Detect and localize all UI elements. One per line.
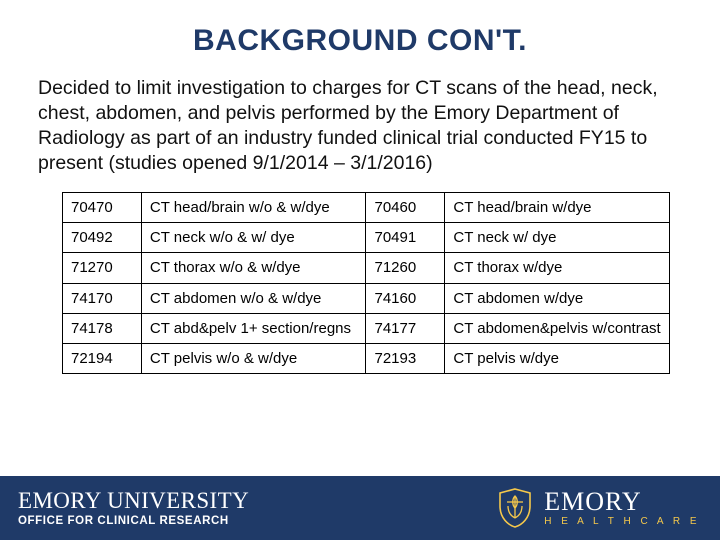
desc-cell: CT abdomen w/dye	[445, 283, 670, 313]
code-cell: 74170	[63, 283, 142, 313]
footer-office: OFFICE FOR CLINICAL RESEARCH	[18, 515, 249, 527]
footer-logo-text: EMORY H E A L T H C A R E	[544, 489, 700, 527]
code-cell: 70492	[63, 223, 142, 253]
desc-cell: CT head/brain w/o & w/dye	[141, 192, 366, 222]
desc-cell: CT neck w/o & w/ dye	[141, 223, 366, 253]
table-row: 71270CT thorax w/o & w/dye71260CT thorax…	[63, 253, 670, 283]
desc-cell: CT head/brain w/dye	[445, 192, 670, 222]
codes-table-wrap: 70470CT head/brain w/o & w/dye70460CT he…	[0, 176, 720, 375]
code-cell: 70470	[63, 192, 142, 222]
code-cell: 72193	[366, 344, 445, 374]
footer-left: EMORY UNIVERSITY OFFICE FOR CLINICAL RES…	[18, 489, 249, 526]
desc-cell: CT thorax w/o & w/dye	[141, 253, 366, 283]
code-cell: 70460	[366, 192, 445, 222]
code-cell: 74178	[63, 313, 142, 343]
codes-table-body: 70470CT head/brain w/o & w/dye70460CT he…	[63, 192, 670, 374]
table-row: 70470CT head/brain w/o & w/dye70460CT he…	[63, 192, 670, 222]
shield-icon	[498, 488, 532, 528]
desc-cell: CT neck w/ dye	[445, 223, 670, 253]
slide-title: BACKGROUND CON'T.	[0, 0, 720, 58]
footer-logo-sub: H E A L T H C A R E	[544, 517, 700, 527]
desc-cell: CT pelvis w/dye	[445, 344, 670, 374]
table-row: 72194CT pelvis w/o & w/dye72193CT pelvis…	[63, 344, 670, 374]
desc-cell: CT abdomen w/o & w/dye	[141, 283, 366, 313]
footer-bar: EMORY UNIVERSITY OFFICE FOR CLINICAL RES…	[0, 476, 720, 540]
slide: BACKGROUND CON'T. Decided to limit inves…	[0, 0, 720, 540]
code-cell: 72194	[63, 344, 142, 374]
footer-university: EMORY UNIVERSITY	[18, 489, 249, 513]
desc-cell: CT abd&pelv 1+ section/regns	[141, 313, 366, 343]
code-cell: 71260	[366, 253, 445, 283]
codes-table: 70470CT head/brain w/o & w/dye70460CT he…	[62, 192, 670, 375]
code-cell: 74160	[366, 283, 445, 313]
code-cell: 71270	[63, 253, 142, 283]
table-row: 74170CT abdomen w/o & w/dye74160CT abdom…	[63, 283, 670, 313]
slide-body: Decided to limit investigation to charge…	[0, 58, 720, 176]
desc-cell: CT abdomen&pelvis w/contrast	[445, 313, 670, 343]
table-row: 70492CT neck w/o & w/ dye70491CT neck w/…	[63, 223, 670, 253]
desc-cell: CT pelvis w/o & w/dye	[141, 344, 366, 374]
code-cell: 74177	[366, 313, 445, 343]
footer-logo-name: EMORY	[544, 489, 700, 515]
code-cell: 70491	[366, 223, 445, 253]
table-row: 74178CT abd&pelv 1+ section/regns74177CT…	[63, 313, 670, 343]
desc-cell: CT thorax w/dye	[445, 253, 670, 283]
footer-logo: EMORY H E A L T H C A R E	[498, 488, 700, 528]
